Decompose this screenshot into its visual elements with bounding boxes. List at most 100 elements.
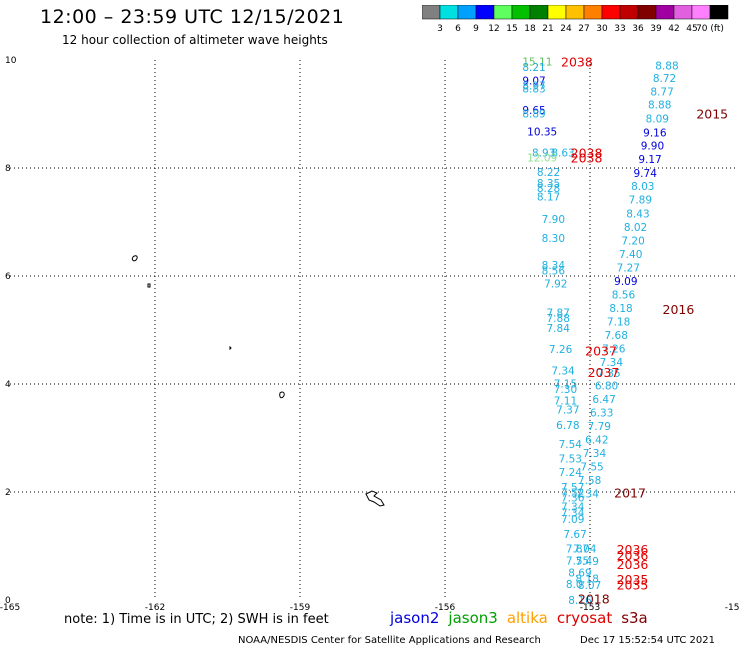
y-tick-label: 4 <box>5 380 11 390</box>
wave-height-label: 7.26 <box>602 343 626 355</box>
wave-height-label: 8.07 <box>578 580 601 592</box>
wave-height-label: 8.17 <box>537 192 560 204</box>
wave-height-label: 7.68 <box>605 330 628 342</box>
legend-s3a: s3a <box>621 609 648 627</box>
wave-height-label: 8.28 <box>537 183 560 195</box>
pass-time-label: 2016 <box>663 302 695 317</box>
pass-time-label: 2035 <box>617 572 649 587</box>
pass-time-label: 2017 <box>614 486 646 501</box>
wave-height-label: 7.90 <box>542 214 565 226</box>
island-outline <box>131 255 138 262</box>
colorbar-label: 30 <box>596 24 608 34</box>
wave-height-label: 8.21 <box>522 62 545 74</box>
wave-height-label: 7.34 <box>561 508 585 520</box>
wave-height-label: 8.89 <box>522 108 545 120</box>
x-tick-label: -162 <box>145 603 165 610</box>
wave-height-label: 9.65 <box>522 105 545 117</box>
wave-height-label: 7.40 <box>619 249 642 261</box>
page-subtitle: 12 hour collection of altimeter wave hei… <box>62 33 328 47</box>
credit-text: NOAA/NESDIS Center for Satellite Applica… <box>238 635 541 646</box>
colorbar-label: 21 <box>542 24 553 34</box>
wave-height-label: 7.34 <box>561 502 585 514</box>
wave-height-label: 7.52 <box>561 488 584 500</box>
wave-height-label: 9.90 <box>641 140 664 152</box>
wave-height-label: 7.55 <box>580 462 603 474</box>
wave-height-label: 9.17 <box>638 154 661 166</box>
wave-height-label: 10.35 <box>527 126 557 138</box>
wave-height-label: 7.57 <box>561 482 584 494</box>
x-tick-label: -156 <box>435 603 456 610</box>
colorbar-label: 70 (ft) <box>696 24 724 34</box>
wave-height-label: 8.69 <box>568 567 591 579</box>
colorbar-label: 42 <box>668 24 679 34</box>
wave-height-label: 6.33 <box>590 408 613 420</box>
island-outline <box>279 391 285 399</box>
colorbar-swatch <box>709 5 729 20</box>
wave-height-label: 7.20 <box>621 235 644 247</box>
wave-height-label: 12.09 <box>527 153 557 165</box>
colorbar-label: 24 <box>560 24 572 34</box>
wave-height-label: 8.34 <box>542 260 566 272</box>
wave-height-label: 7.87 <box>566 544 589 556</box>
island-outline <box>365 490 385 507</box>
colorbar-label: 36 <box>632 24 644 34</box>
pass-time-label: 2036 <box>617 548 649 563</box>
wave-height-label: 8.0 <box>566 579 583 591</box>
legend-cryosat: cryosat <box>556 609 613 627</box>
wave-height-label: 8.88 <box>648 99 671 111</box>
wave-height-label: 8.93 <box>532 147 555 159</box>
x-tick-label: -150 <box>725 603 740 610</box>
wave-height-label: 7.24 <box>559 467 583 479</box>
wave-height-label: 7.34 <box>583 448 607 460</box>
wave-height-label: 7.54 <box>559 439 583 451</box>
pass-time-label: 2038 <box>571 145 603 160</box>
wave-height-label: 7.04 <box>573 544 597 556</box>
wave-height-label: 6.80 <box>595 381 618 393</box>
wave-height-label: 8.97 <box>522 80 545 92</box>
wave-height-label: 6.47 <box>592 394 615 406</box>
wave-height-label: 8.77 <box>650 86 673 98</box>
colorbar-label: 27 <box>578 24 589 34</box>
colorbar-label: 12 <box>488 24 499 34</box>
wave-height-label: 8.03 <box>631 181 654 193</box>
y-tick-label: 6 <box>5 272 11 282</box>
y-tick-label: 0 <box>5 596 11 606</box>
colorbar-label: 33 <box>614 24 625 34</box>
wave-height-label: 7.67 <box>563 529 586 541</box>
wave-height-label: 7.34 <box>551 366 575 378</box>
wave-height-label: 7.58 <box>578 475 601 487</box>
wave-height-label: 7.15 <box>554 378 577 390</box>
wave-height-label: 7.34 <box>576 489 600 501</box>
legend-altika: altika <box>506 609 548 627</box>
wave-height-label: 8.83 <box>522 84 545 96</box>
pass-time-label: 2035 <box>617 577 649 592</box>
wave-height-label: 8.18 <box>609 303 632 315</box>
colorbar-label: 15 <box>506 24 517 34</box>
wave-height-label: 9.74 <box>634 168 658 180</box>
wave-height-label: 6.42 <box>585 435 608 447</box>
wave-height-label: 7.92 <box>544 279 567 291</box>
x-tick-label: -165 <box>0 603 20 610</box>
legend-jason3: jason3 <box>448 609 498 627</box>
pass-time-label: 2036 <box>617 542 649 557</box>
island-outline <box>229 345 232 351</box>
wave-height-label: 7.11 <box>554 396 577 408</box>
wave-height-label: 6.78 <box>556 420 579 432</box>
wave-height-label: 8.56 <box>542 266 566 278</box>
wave-height-label: 7.18 <box>607 316 630 328</box>
y-tick-label: 10 <box>5 56 17 66</box>
pass-time-label: 2038 <box>571 151 603 166</box>
pass-time-label: 2015 <box>696 106 728 121</box>
x-tick-label: -153 <box>580 603 600 610</box>
footer-note: note: 1) Time is in UTC; 2) SWH is in fe… <box>64 612 329 627</box>
x-tick-label: -159 <box>290 603 311 610</box>
page-title: 12:00 – 23:59 UTC 12/15/2021 <box>40 6 345 28</box>
wave-height-label: 7.79 <box>588 421 611 433</box>
wave-height-label: 7.37 <box>556 404 579 416</box>
wave-height-label: 9.07 <box>522 76 545 88</box>
wave-height-label: 8.63 <box>551 147 574 159</box>
wave-height-label: 8.56 <box>612 289 636 301</box>
island-outline <box>147 283 151 288</box>
wave-height-label: 8.30 <box>542 233 565 245</box>
